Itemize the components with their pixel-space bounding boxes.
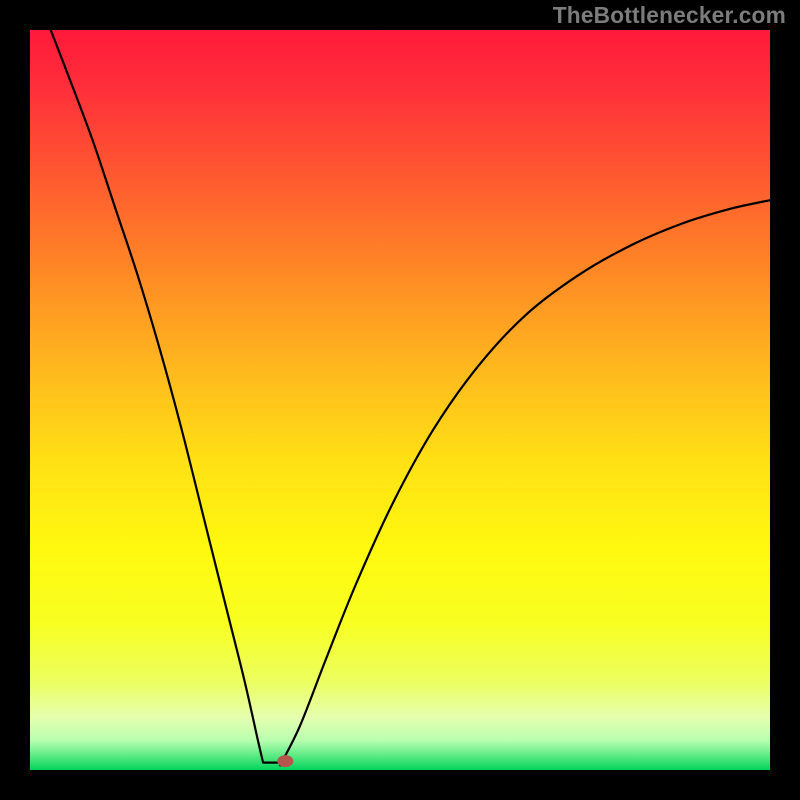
watermark-text: TheBottlenecker.com bbox=[553, 2, 786, 29]
plot-background bbox=[30, 30, 770, 770]
bottleneck-chart bbox=[0, 0, 800, 800]
optimum-marker bbox=[277, 755, 293, 767]
